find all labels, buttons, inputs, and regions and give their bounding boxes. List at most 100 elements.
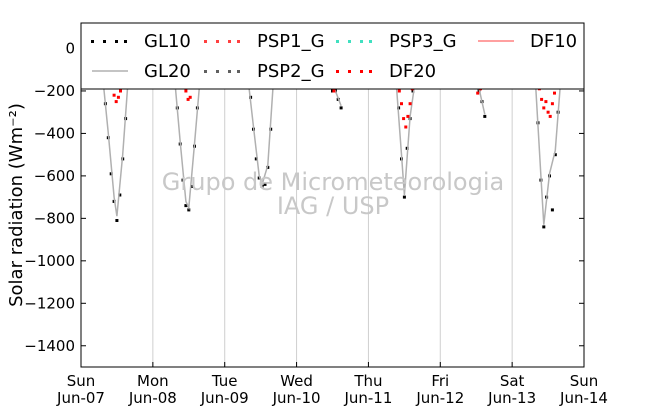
point-gl10	[553, 153, 557, 157]
series-gl20-day-4	[394, 75, 417, 196]
legend-swatch-psp3-g	[369, 40, 372, 43]
legend-label-gl20: GL20	[144, 61, 191, 82]
legend-swatch-psp1-g	[204, 40, 207, 43]
point-gl10	[115, 219, 119, 222]
legend-swatch-psp2-g	[237, 70, 240, 73]
xtick-label-day: Tue	[211, 372, 238, 390]
ytick-label: −800	[34, 209, 75, 227]
xtick-label-date: Jun-13	[487, 389, 536, 407]
legend-swatch-df20	[348, 70, 351, 73]
point-gl10	[402, 195, 406, 199]
legend-swatch-gl10	[103, 40, 106, 43]
point-df20	[184, 89, 188, 93]
legend-label-df20: DF20	[389, 61, 436, 82]
legend-label-psp2-g: PSP2_G	[257, 61, 325, 82]
point-df20	[112, 93, 116, 97]
xtick-label-day: Mon	[137, 372, 169, 390]
legend-swatch-psp1-g	[216, 40, 219, 43]
axis-ticks: 0−200−400−600−800−1000−1200−1400SunJun-0…	[24, 23, 608, 407]
xtick-label-date: Jun-08	[128, 389, 177, 407]
point-gl10	[181, 178, 185, 182]
point-df20	[114, 100, 118, 104]
ytick-label: −200	[34, 82, 75, 100]
watermark-line-2: IAG / USP	[277, 192, 389, 220]
point-df20	[544, 100, 548, 104]
y-axis-label: Solar radiation (Wm⁻²)	[6, 103, 27, 307]
point-gl10	[187, 208, 191, 212]
point-gl10	[118, 193, 122, 197]
xtick-label-date: Jun-09	[200, 389, 249, 407]
ytick-label: −1400	[24, 337, 75, 355]
point-df20	[476, 91, 480, 95]
point-df20	[542, 106, 546, 110]
xtick-label-date: Jun-12	[415, 389, 464, 407]
legend-swatch-df20	[360, 70, 363, 73]
point-gl10	[339, 106, 343, 110]
legend-swatch-psp2-g	[204, 70, 207, 73]
legend-label-df10: DF10	[530, 31, 577, 52]
legend-swatch-psp3-g	[360, 40, 363, 43]
point-df20	[186, 97, 190, 101]
legend-swatch-psp3-g	[336, 40, 339, 43]
point-gl10	[542, 225, 546, 229]
point-df20	[546, 110, 550, 114]
series-gl20-day-6	[534, 76, 562, 225]
legend-swatch-gl10	[115, 40, 118, 43]
point-df20	[548, 114, 552, 118]
ytick-label: −1200	[24, 294, 75, 312]
legend-entry-gl10: GL10	[91, 31, 191, 52]
point-df20	[553, 91, 556, 95]
legend: GL10 GL20 PSP1_G PSP2_G PSP3_G DF20 DF10	[80, 22, 585, 90]
point-df20	[188, 95, 192, 99]
series-gl20-day-0	[101, 76, 130, 217]
legend-box	[80, 22, 585, 90]
legend-swatch-psp3-g	[348, 40, 351, 43]
point-df20	[408, 102, 412, 106]
xtick-label-date: Jun-07	[56, 389, 105, 407]
point-gl10	[190, 185, 194, 188]
point-gl10	[263, 182, 267, 186]
watermark-line-1: Grupo de Micrometeorologia	[162, 168, 504, 196]
legend-swatch-psp1-g	[237, 40, 240, 43]
point-df20	[397, 89, 401, 93]
point-gl10	[184, 204, 188, 208]
legend-label-psp1-g: PSP1_G	[257, 31, 325, 52]
xtick-label-date: Jun-11	[343, 389, 392, 407]
legend-entry-df20: DF20	[336, 61, 436, 82]
ytick-label: 0	[65, 39, 75, 57]
legend-swatch-psp2-g	[216, 70, 219, 73]
legend-entry-df10: DF10	[478, 31, 577, 52]
point-df20	[119, 89, 122, 93]
xtick-label-day: Sun	[67, 372, 96, 390]
legend-swatch-gl10	[91, 40, 94, 43]
series-gl20-day-2	[246, 76, 275, 187]
xtick-label-date: Jun-10	[272, 389, 321, 407]
ytick-label: −1000	[24, 252, 75, 270]
legend-swatch-gl10	[124, 40, 127, 43]
point-df20	[550, 102, 554, 106]
legend-swatch-psp2-g	[228, 70, 231, 73]
xtick-label-day: Thu	[353, 372, 382, 390]
xtick-label-date: Jun-14	[559, 389, 608, 407]
xtick-label-day: Wed	[280, 372, 313, 390]
legend-entry-psp2-g: PSP2_G	[204, 61, 325, 82]
point-gl10	[550, 208, 554, 212]
legend-swatch-df20	[369, 70, 372, 73]
xtick-label-day: Sun	[570, 372, 599, 390]
legend-swatch-df20	[336, 70, 339, 73]
xtick-label-day: Sat	[500, 372, 525, 390]
point-df20	[332, 89, 336, 93]
legend-swatch-psp1-g	[228, 40, 231, 43]
point-df20	[406, 114, 410, 118]
legend-entry-psp3-g: PSP3_G	[336, 31, 457, 52]
point-df20	[540, 97, 544, 101]
ytick-label: −400	[34, 124, 75, 142]
point-df20	[116, 95, 120, 99]
series-gl10-day-6	[533, 74, 563, 229]
point-gl10	[109, 172, 113, 176]
point-df20	[402, 117, 406, 121]
legend-label-gl10: GL10	[144, 31, 191, 52]
point-df20	[400, 102, 403, 106]
legend-entry-gl20: GL20	[92, 61, 191, 82]
